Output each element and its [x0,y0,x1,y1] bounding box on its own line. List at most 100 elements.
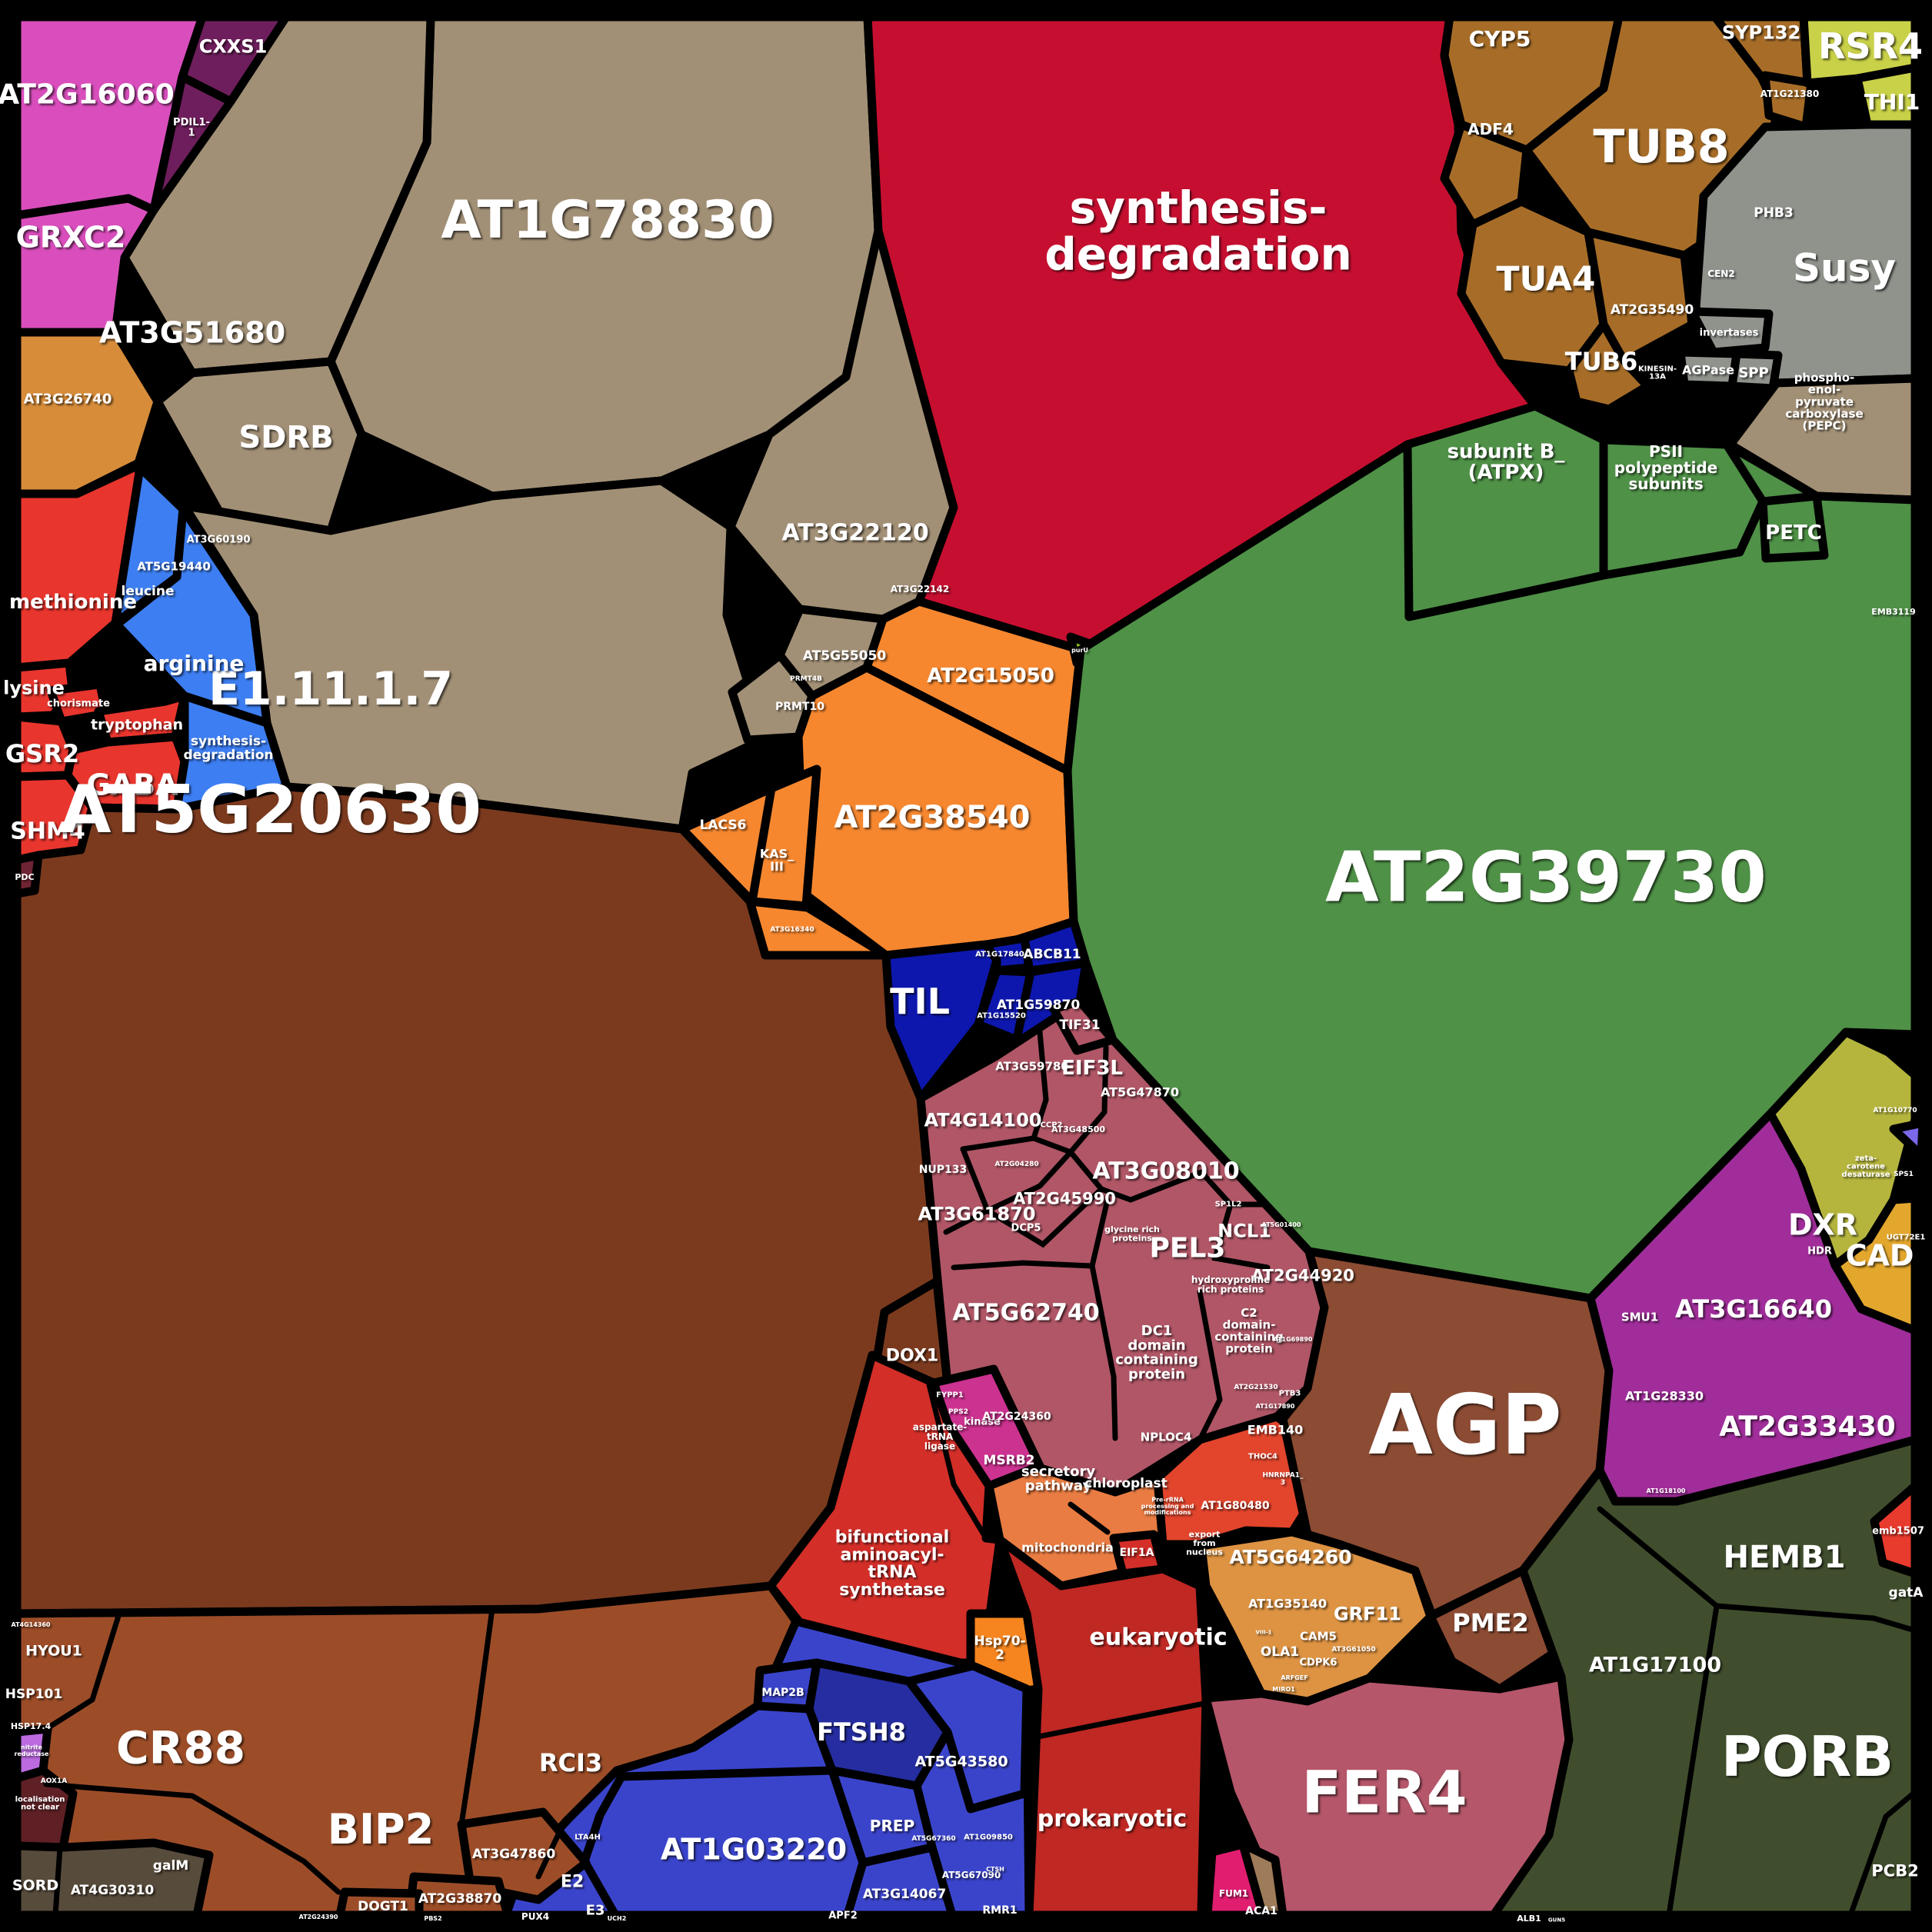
sublabel-fypp1: FYPP1 [936,1391,964,1400]
sublabel-at1g35140: AT1G35140 [1248,1597,1327,1611]
sublabel-ncl1: NCL1 [1217,1220,1271,1241]
cell-aca1[interactable] [1238,1840,1287,1920]
sublabel-at5g67090: AT5G67090 [942,1870,1001,1880]
sublabel-nup133: NUP133 [919,1164,968,1176]
cell-pdil1-1[interactable] [149,72,235,215]
cell-label-pepc: phospho-enol-pyruvate carboxylase (PEPC) [1785,371,1863,432]
subcell-edge-6 [984,1149,1105,1248]
cell-label-phb3: PHB3 [1754,205,1793,221]
cell-label-synthesis-degradation: synthesis-degradation [1044,182,1352,280]
cell-tif31[interactable] [1049,997,1118,1055]
sublabel-pre-rrna: Pre-rRNA processing and modifications [1141,1496,1194,1516]
cell-nrpb1-region[interactable] [1153,1412,1312,1549]
subcell-edge-19 [43,1611,122,1732]
sublabel-export: export from nucleus [1186,1529,1223,1557]
cell-label-adf4: ADF4 [1467,120,1514,138]
cell-emb1507[interactable] [1870,1481,1920,1578]
sublabel-emb140: EMB140 [1247,1423,1303,1437]
sublabel-msrb2: MSRB2 [983,1453,1034,1468]
cell-label-at1g03220: AT1G03220 [661,1832,847,1866]
cell-label-at3g14067: AT3G14067 [863,1887,946,1902]
cell-cad[interactable] [1830,1194,1920,1335]
cell-tub6[interactable] [1564,320,1652,414]
cell-invertases[interactable] [1687,307,1774,357]
sublabel-at1g28330: AT1G28330 [1625,1389,1704,1404]
sublabel-porb: PORB [1721,1724,1894,1789]
cell-at5g43580[interactable] [904,1661,1031,1814]
sublabel-at3g60190: AT3G60190 [187,535,251,546]
cell-label-at5g55050: AT5G55050 [803,648,887,664]
cell-label-agp: AGP [1368,1377,1561,1474]
cell-label-thi1: THI1 [1864,89,1920,115]
cell-label-e1-11-1-7: E1.11.1.7 [208,662,453,716]
sublabel-dcp5: DCP5 [1011,1223,1041,1234]
subcell-edge-17 [1714,1603,1918,1634]
cell-olive-region[interactable] [1766,1028,1920,1270]
cell-label-map2b: MAP2B [761,1687,804,1699]
cell-label-dogt1: DOGT1 [358,1899,408,1914]
cell-localisation-not-clear[interactable] [12,1766,78,1852]
cell-at3g14067[interactable] [843,1843,957,1920]
cell-label-tif31: TIF31 [1059,1018,1100,1033]
sublabel-apf2: APF2 [828,1910,858,1922]
cell-label-synth-deg-blue: synthesis-degradation [183,734,273,763]
sublabel-smu1: SMU1 [1621,1310,1658,1324]
cell-prmt10[interactable] [728,651,817,744]
cell-label-eif1a: EIF1A [1120,1547,1154,1559]
cell-taupe-region[interactable] [12,1838,214,1920]
subcell-edge-20 [43,1781,341,1895]
cell-label-syp132: SYP132 [1722,22,1800,43]
cell-label-pdil1-1: PDIL1-1 [173,117,210,139]
cell-label-prep: PREP [870,1817,914,1835]
sublabel-glycine-rich: glycine rich proteins [1104,1224,1160,1243]
sublabel-at5g67360: AT5G67360 [911,1835,955,1843]
cell-dogt1[interactable] [335,1887,424,1920]
sublabel-at3g61870: AT3G61870 [918,1203,1036,1224]
sublabel-at1g10770: AT1G10770 [1873,1107,1917,1114]
subcell-edge-10 [951,1260,1095,1271]
sublabel-ctsh: CTSH [986,1866,1004,1873]
cell-label-at2g38540: AT2G38540 [834,800,1031,835]
sublabel-at4g14100: AT4G14100 [924,1109,1042,1131]
cell-petc[interactable] [1758,491,1829,563]
cell-label-subunit-b-atpx: subunit B_ (ATPX) [1447,441,1565,485]
cell-label-fer4: FER4 [1301,1758,1467,1827]
sublabel-e3: E3 [586,1902,605,1918]
cell-label-susy: Susy [1793,246,1896,291]
cell-psii-polypeptide[interactable] [1599,435,1767,580]
sublabel-at3g08010: AT3G08010 [1092,1158,1239,1185]
cell-label-spp: SPP [1738,365,1768,381]
sublabel-at2g24390: AT2G24390 [299,1914,338,1920]
cell-tryptophan[interactable] [94,691,189,747]
subcell-edge-7 [1098,1169,1204,1203]
sublabel-e2: E2 [561,1873,584,1892]
cell-violet-tiny[interactable] [1889,1118,1927,1160]
cell-label-tryptophan: tryptophan [91,717,183,734]
cell-label-at1g21380: AT1G21380 [1760,88,1820,99]
sublabel-at5g47870: AT5G47870 [1101,1085,1179,1100]
cell-label-puru: purU [1071,647,1088,654]
cell-label-hsp70-2: Hsp70-2 [974,1634,1025,1663]
sublabel-pux4: PUX4 [521,1911,549,1922]
cell-ribosome-region[interactable] [995,1535,1211,1920]
sublabel-arfgef: ARFGEF [1281,1674,1307,1681]
cell-at1g03220[interactable] [580,1766,868,1920]
cell-label-tub8: TUB8 [1593,120,1729,174]
cell-label-at1g59870: AT1G59870 [997,998,1081,1013]
cell-label-localisation-not-clear: localisation not clear [15,1795,65,1811]
sublabel-at5g62740: AT5G62740 [952,1300,1099,1327]
subcell-edge-23 [52,1844,63,1918]
cell-at2g35490[interactable] [1584,228,1697,366]
sublabel-lta4h: LTA4H [575,1834,601,1842]
cell-label-cad: CAD [1846,1238,1914,1272]
subcell-edge-0 [1037,1029,1049,1103]
sublabel-rci3: RCI3 [539,1748,602,1777]
sublabel-at1g18100: AT1G18100 [1647,1487,1686,1494]
sublabel-pbs2: PBS2 [424,1915,441,1922]
cell-subunit-b-atpx[interactable] [1403,401,1608,621]
cell-label-gaba: GABA [87,768,179,801]
cell-label-arginine: arginine [144,651,245,676]
cell-label-ftsh8: FTSH8 [817,1717,906,1747]
cell-label-at3g51680: AT3G51680 [99,315,285,349]
